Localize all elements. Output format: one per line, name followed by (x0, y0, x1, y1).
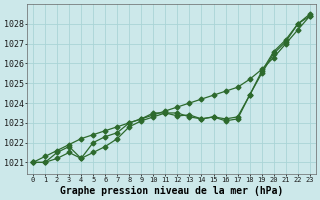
X-axis label: Graphe pression niveau de la mer (hPa): Graphe pression niveau de la mer (hPa) (60, 186, 283, 196)
